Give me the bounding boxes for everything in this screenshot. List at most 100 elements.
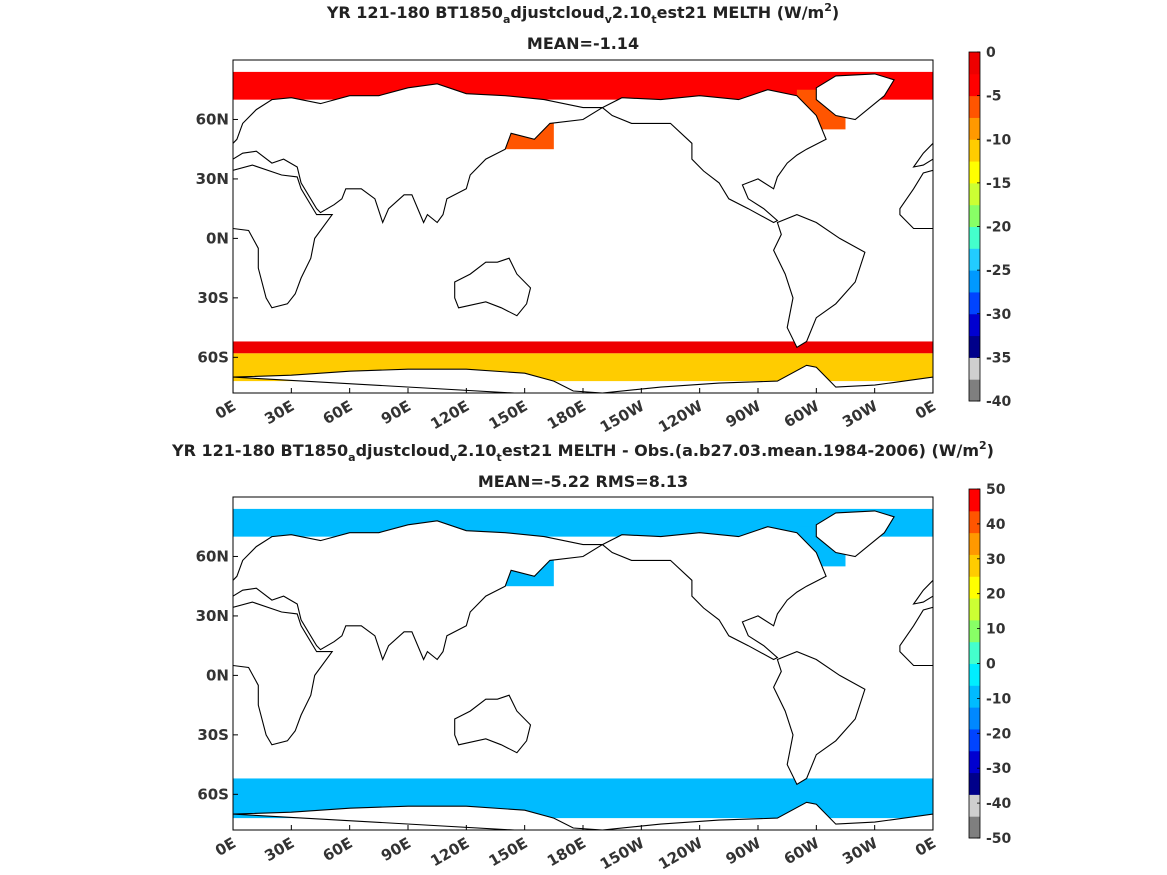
colorbar-tick-label: -15 <box>986 176 1011 192</box>
x-tick-label: 180E <box>544 397 589 433</box>
coastline-eurasia <box>233 83 605 225</box>
coastline-antarctica <box>233 801 933 830</box>
coastline-antarctica <box>233 364 933 393</box>
coastline-australia <box>454 694 532 754</box>
x-tick-label: 90W <box>723 397 765 432</box>
colorbar-tick-label: 10 <box>986 622 1006 638</box>
colorbar-segment <box>969 532 980 555</box>
x-tick-label: 30W <box>839 397 881 432</box>
colorbar-tick-label: 50 <box>986 482 1006 498</box>
x-tick-label: 150E <box>486 397 531 433</box>
colorbar-tick-label: 30 <box>986 552 1006 568</box>
x-tick-label: 60W <box>781 397 823 432</box>
coastline-australia <box>454 257 532 317</box>
colorbar-segment <box>969 204 980 227</box>
colorbar-segment <box>969 576 980 599</box>
coastline-eurasia <box>912 579 933 605</box>
colorbar-tick-label: -5 <box>986 89 1002 105</box>
coastline-australia <box>1155 695 1167 753</box>
y-tick-label: 0N <box>206 666 229 684</box>
field-region-southern-ocean-edge <box>233 341 933 354</box>
colorbar-tick-label: -30 <box>986 761 1012 777</box>
colorbar-segment <box>969 707 980 730</box>
colorbar-segment <box>969 95 980 118</box>
coastline-samerica <box>772 214 866 349</box>
coastline-antarctica <box>233 376 234 393</box>
x-tick-label: 120W <box>655 834 706 874</box>
coastline-antarctica <box>932 376 933 378</box>
colorbar-segment <box>969 685 980 708</box>
colorbar-segment <box>969 291 980 315</box>
coastline-australia <box>1155 258 1167 316</box>
x-tick-label: 30W <box>839 834 881 869</box>
colorbar-segment <box>969 248 980 271</box>
colorbar-segment <box>969 750 980 774</box>
colorbar-segment <box>969 161 980 184</box>
x-tick-label: 180E <box>544 834 589 870</box>
x-tick-label: 150E <box>486 834 531 870</box>
colorbar-tick-label: -40 <box>986 796 1012 812</box>
x-tick-label: 0E <box>912 397 939 423</box>
coastline-namerica <box>0 90 126 223</box>
colorbar-segment <box>969 270 980 293</box>
colorbar-tick-label: -50 <box>986 831 1012 847</box>
colorbar-tick-label: -35 <box>986 350 1011 366</box>
coastline-greenland <box>116 74 194 120</box>
coastline-samerica <box>772 651 866 786</box>
colorbar-tick-label: 0 <box>986 45 996 61</box>
coastline-samerica <box>74 215 165 348</box>
x-tick-label: 30E <box>261 397 297 428</box>
x-tick-label: 150W <box>597 834 648 874</box>
colorbar-segment <box>969 554 980 577</box>
colorbar-tick-label: 40 <box>986 517 1006 533</box>
colorbar-segment <box>969 816 980 839</box>
y-tick-label: 60S <box>197 348 229 366</box>
coastline-samerica <box>74 652 165 785</box>
x-tick-label: 90E <box>378 397 414 428</box>
y-tick-label: 30N <box>196 170 229 188</box>
x-tick-label: 0E <box>212 397 239 423</box>
x-tick-label: 60E <box>320 834 356 865</box>
colorbar-tick-label: 20 <box>986 587 1006 603</box>
y-tick-label: 30S <box>197 726 229 744</box>
colorbar-tick-label: -40 <box>986 394 1012 410</box>
coastline-eurasia <box>912 142 933 168</box>
map-panel-2: YR 121-180 BT1850adjustcloudv2.10test21 … <box>0 439 1167 874</box>
coastline-namerica <box>601 89 827 224</box>
colorbar-segment <box>969 357 980 380</box>
x-tick-label: 90W <box>723 834 765 869</box>
colorbar-tick-label: -20 <box>986 220 1012 236</box>
map-panel-1: YR 121-180 BT1850adjustcloudv2.10test21 … <box>0 1 1167 437</box>
colorbar-segment <box>969 117 980 140</box>
coastline-namerica <box>0 527 126 660</box>
colorbar-tick-label: 0 <box>986 657 996 673</box>
coastline-africa <box>899 606 933 667</box>
colorbar-segment <box>969 379 980 402</box>
colorbar-segment <box>969 489 980 512</box>
coastline-greenland <box>815 73 895 121</box>
panel-title: YR 121-180 BT1850adjustcloudv2.10test21 … <box>326 1 839 26</box>
x-tick-label: 120W <box>655 397 706 437</box>
panel-subtitle: MEAN=-5.22 RMS=8.13 <box>478 472 688 491</box>
coastline-namerica <box>601 526 827 661</box>
x-tick-label: 60E <box>320 397 356 428</box>
colorbar-segment <box>969 794 980 817</box>
x-tick-label: 90E <box>378 834 414 865</box>
panel-title: YR 121-180 BT1850adjustcloudv2.10test21 … <box>171 439 994 464</box>
coastline-africa <box>233 164 334 309</box>
y-tick-label: 60N <box>196 547 229 565</box>
coastline-greenland <box>815 510 895 558</box>
panel-subtitle: MEAN=-1.14 <box>527 34 639 53</box>
x-tick-label: 120E <box>427 397 472 433</box>
y-tick-label: 60N <box>196 110 229 128</box>
colorbar-segment <box>969 598 980 621</box>
x-tick-label: 0E <box>212 834 239 860</box>
x-tick-label: 0E <box>912 834 939 860</box>
y-tick-label: 60S <box>197 785 229 803</box>
y-tick-label: 30N <box>196 607 229 625</box>
colorbar-tick-label: -20 <box>986 726 1012 742</box>
x-tick-label: 150W <box>597 397 648 437</box>
coastline-eurasia <box>233 520 605 662</box>
colorbar-segment <box>969 772 980 795</box>
